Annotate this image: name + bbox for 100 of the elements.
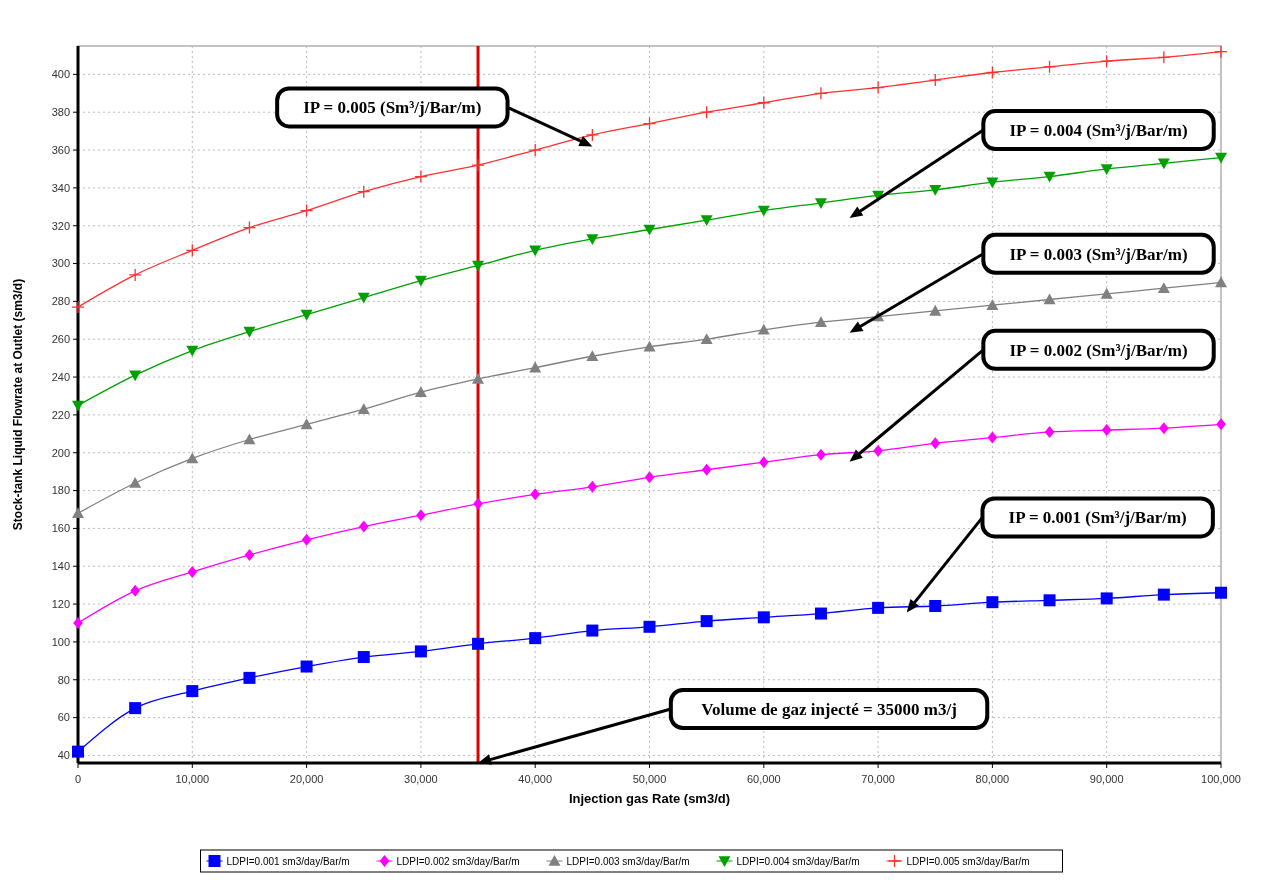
legend-label: LDPI=0.002 sm3/day/Bar/m [396,855,520,867]
point [72,507,84,519]
point [986,299,999,310]
y-tick-label: 120 [51,597,70,610]
point [700,333,713,345]
y-tick-label: 200 [51,446,70,459]
point [928,73,942,87]
y-tick-label: 40 [57,749,70,762]
point [873,444,883,457]
point [586,624,599,637]
point [814,607,827,620]
point [73,617,83,630]
point [186,685,199,698]
point [643,224,656,236]
x-tick-label: 60,000 [746,773,781,785]
point [472,260,485,272]
point [72,400,84,412]
point [472,637,485,650]
point [986,177,999,189]
point [186,452,199,464]
x-tick-label: 10,000 [175,773,210,785]
point [242,220,257,235]
legend-label: LDPI=0.001 sm3/day/Bar/m [226,855,350,867]
y-tick-label: 380 [51,106,70,119]
point [1101,424,1112,437]
point [414,275,427,287]
point [243,671,256,684]
point [700,615,713,628]
point [414,645,427,658]
point [300,660,313,673]
point [643,340,656,352]
point [414,169,428,184]
point [700,215,713,227]
point [358,520,369,533]
y-tick-label: 280 [51,295,70,308]
y-tick-label: 300 [51,257,70,270]
point [1100,592,1113,605]
annotation: IP = 0.001 (Sm³/j/Bar/m) [1008,508,1187,528]
point [471,158,485,172]
point [1043,594,1056,607]
legend-label: LDPI=0.005 sm3/day/Bar/m [906,855,1030,867]
annotation: IP = 0.003 (Sm³/j/Bar/m) [1009,244,1188,264]
point [185,243,199,257]
point [1044,425,1055,438]
point [528,143,542,157]
point [929,184,942,196]
point [1042,60,1057,74]
point [1157,50,1171,64]
point [1100,287,1113,299]
y-tick-label: 160 [51,522,70,535]
point [1215,276,1227,288]
y-tick-label: 340 [51,181,70,194]
point [529,361,542,373]
point [1159,422,1169,435]
x-tick-label: 80,000 [975,773,1010,785]
point [643,620,656,633]
y-tick-label: 180 [51,484,70,497]
y-tick-label: 140 [51,560,70,573]
y-tick-label: 80 [57,673,70,686]
x-tick-label: 30,000 [404,773,438,785]
point [814,316,827,328]
point [243,326,256,338]
point [187,565,198,578]
point [301,533,312,546]
point [701,463,712,476]
point [759,456,769,469]
point [700,105,714,119]
point [530,488,540,501]
point [472,372,485,384]
point [987,431,998,444]
point [1157,588,1170,601]
point [357,651,370,664]
y-tick-label: 60 [57,711,70,724]
point [986,596,999,609]
point [128,268,142,282]
point [757,323,770,335]
x-tick-label: 100,000 [1201,773,1241,785]
x-axis-title: Injection gas Rate (sm3/d) [568,791,731,806]
y-tick-label: 320 [51,219,70,232]
point [586,350,599,362]
point [129,477,142,488]
point [757,205,770,217]
point [300,309,313,321]
y-tick-label: 100 [51,635,70,648]
point [871,80,885,95]
point [816,448,826,461]
y-tick-label: 260 [51,333,70,346]
point [529,632,542,645]
point [642,116,657,131]
point [186,345,199,357]
point [1157,282,1170,293]
annotation: IP = 0.004 (Sm³/j/Bar/m) [1009,121,1188,141]
point [414,386,427,397]
x-tick-label: 70,000 [861,773,895,785]
point [473,497,483,510]
point [1215,152,1227,164]
point [814,198,827,210]
point [416,509,426,522]
point [586,234,599,245]
point [1214,45,1228,59]
